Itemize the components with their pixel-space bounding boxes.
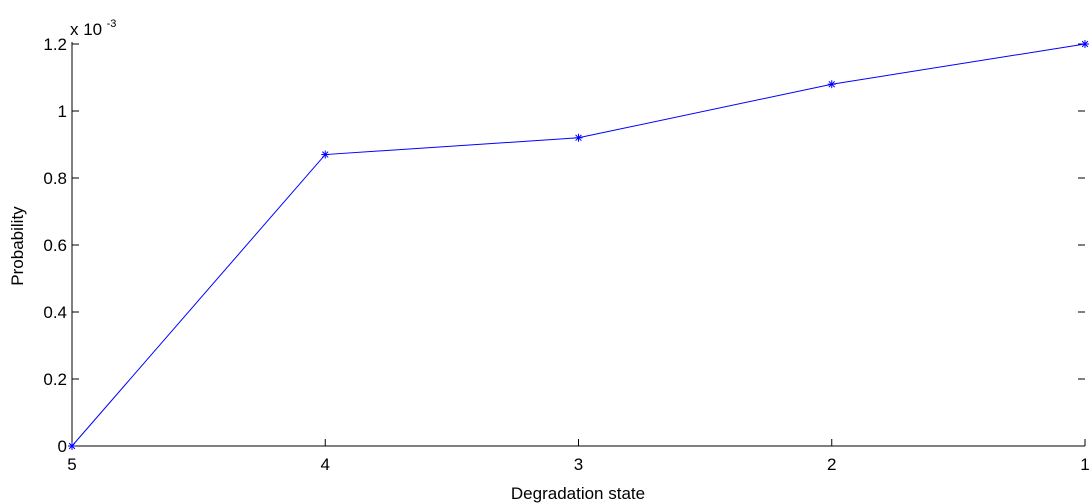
x-tick-label: 4 [321,455,330,474]
x-tick-label: 3 [574,455,583,474]
x-axis-title: Degradation state [511,484,645,503]
data-point-marker [827,80,836,89]
y-axis-multiplier: x 10 -3 [70,18,116,39]
x-tick-label: 5 [67,455,76,474]
y-tick-label: 0.6 [43,236,67,255]
data-point-marker [321,150,330,159]
y-axis-multiplier-base: x 10 [70,20,102,39]
y-tick-label: 1 [58,102,67,121]
plot-series-group [68,40,1089,450]
data-point-marker [68,442,76,450]
y-tick-label: 0.8 [43,169,67,188]
y-tick-label: 0.4 [43,303,67,322]
data-point-marker [1081,40,1089,48]
x-tick-label: 1 [1080,455,1089,474]
y-axis-title: Probability [8,206,27,286]
y-axis-multiplier-exponent: -3 [107,18,117,30]
x-tick-label: 2 [827,455,836,474]
x-axis-ticks: 5 4 3 2 1 [67,439,1090,474]
y-tick-label: 0.2 [43,370,67,389]
y-tick-label: 0 [58,437,67,456]
y-axis-ticks: 0 0.2 0.4 0.6 0.8 1 1.2 [43,35,1085,456]
y-tick-label: 1.2 [43,35,67,54]
data-point-marker [574,133,583,142]
series-line [71,43,1086,447]
